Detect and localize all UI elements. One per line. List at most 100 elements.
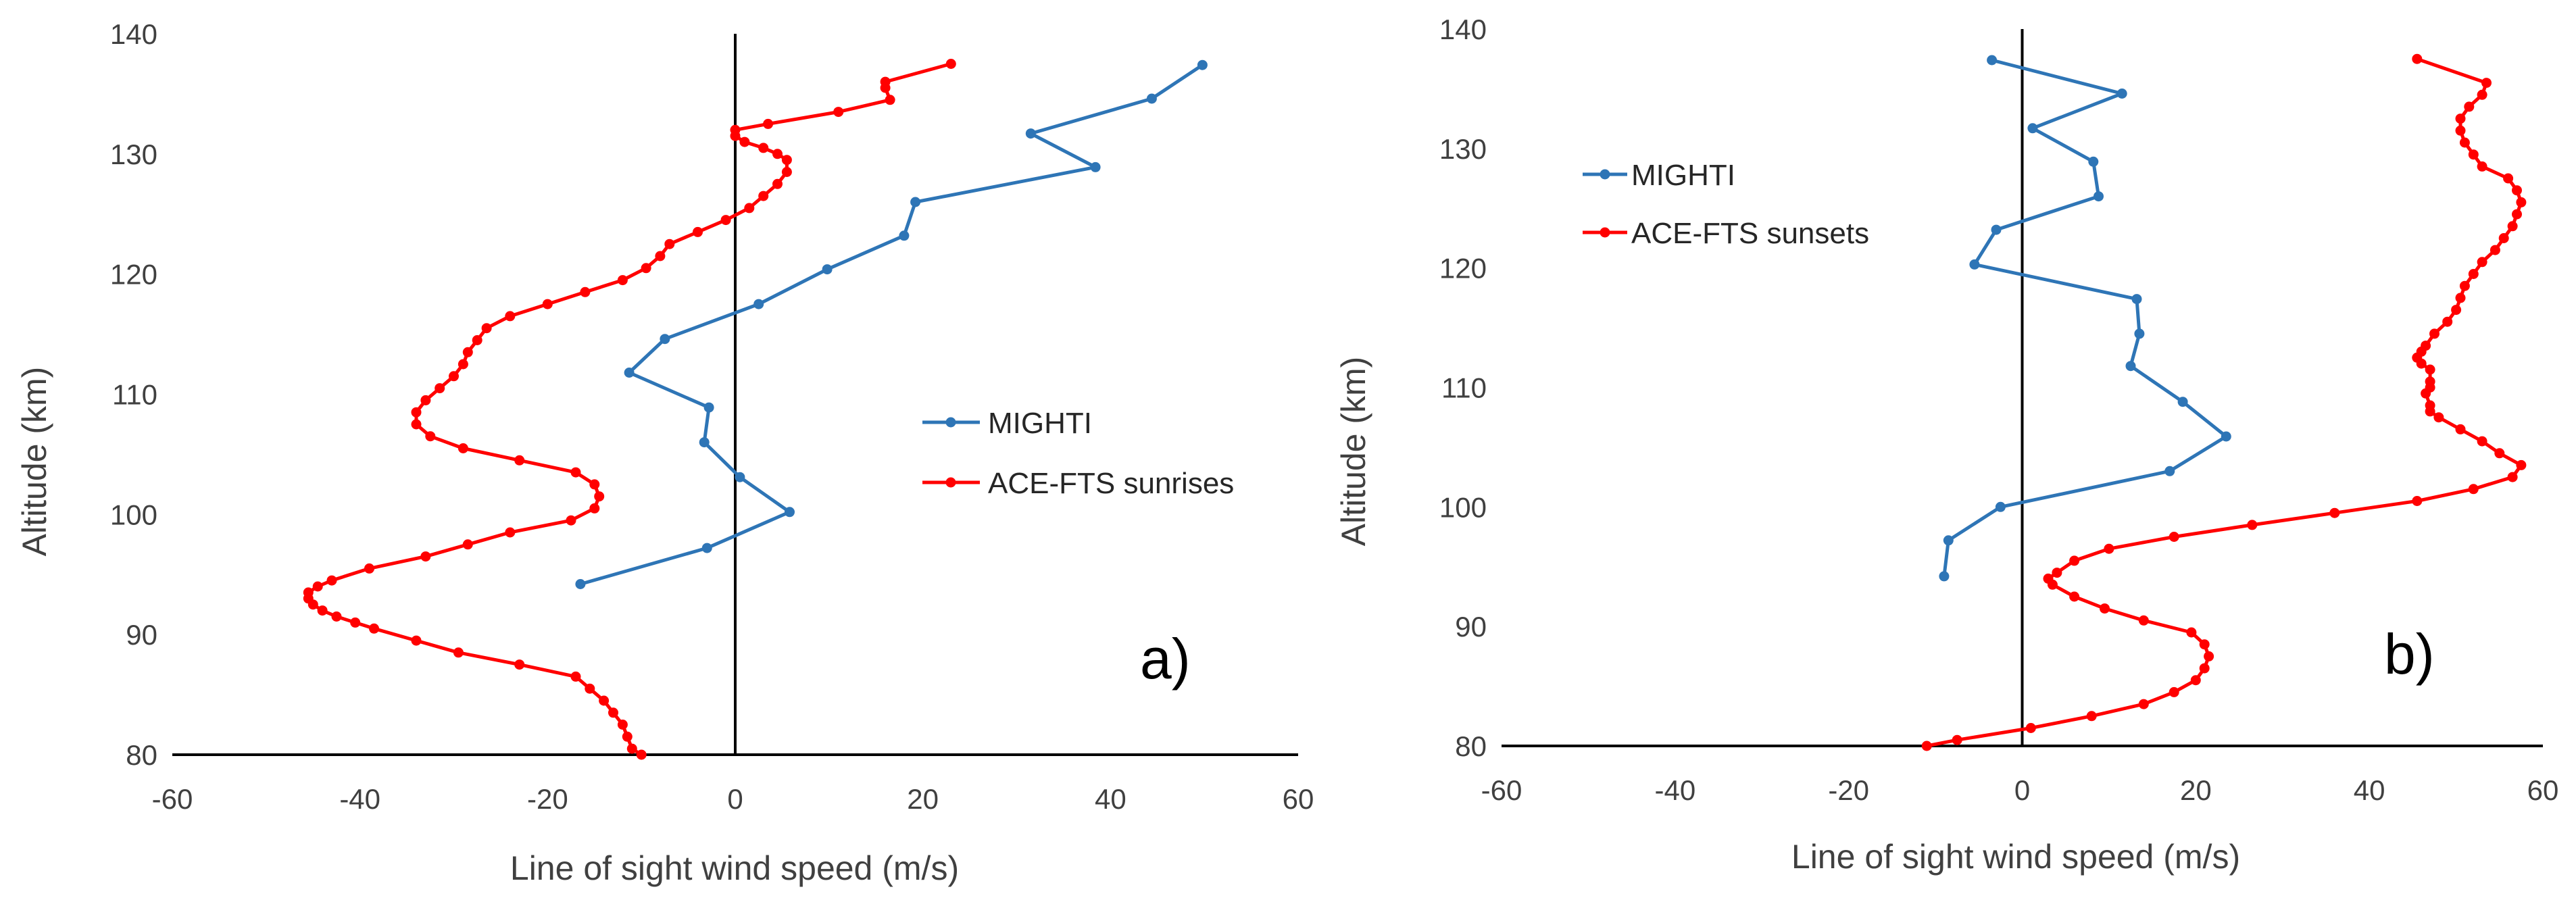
x-tick-label: 0	[2014, 774, 2030, 806]
data-point-ace-fts-sunsets	[2507, 221, 2518, 232]
data-point-ace-fts-sunsets	[2512, 209, 2522, 220]
data-point-ace-fts-sunrises	[589, 503, 600, 513]
x-tick-labels: -60 -40 -20 0 20 40 60	[152, 783, 1314, 815]
x-tick-labels: -60 -40 -20 0 20 40 60	[1481, 774, 2559, 806]
data-point-mighti	[1025, 128, 1036, 139]
data-point-ace-fts-sunrises	[781, 155, 792, 166]
data-point-mighti	[2134, 328, 2145, 339]
data-point-ace-fts-sunsets	[2104, 543, 2114, 554]
y-axis-title: Altitude (km)	[1335, 357, 1372, 547]
data-point-ace-fts-sunrises	[326, 575, 337, 586]
data-point-ace-fts-sunsets	[2481, 78, 2492, 89]
series-line-mighti	[1942, 58, 2228, 577]
y-tick-label: 100	[1439, 491, 1487, 523]
data-point-ace-fts-sunsets	[2451, 305, 2462, 316]
legend-ace-marker	[945, 477, 956, 488]
data-point-ace-fts-sunsets	[2329, 507, 2340, 518]
data-point-ace-fts-sunsets	[1952, 734, 1962, 745]
y-tick-labels: 80 90 100 110 120 130 140	[110, 18, 157, 771]
data-point-ace-fts-sunrises	[303, 587, 314, 598]
data-point-ace-fts-sunrises	[617, 275, 628, 286]
data-point-ace-fts-sunrises	[457, 359, 468, 370]
data-point-mighti	[699, 437, 710, 448]
data-point-ace-fts-sunsets	[2425, 376, 2435, 387]
data-point-ace-fts-sunsets	[1921, 741, 1932, 751]
x-tick-label: -40	[339, 783, 380, 815]
data-point-mighti	[2116, 89, 2127, 99]
data-point-ace-fts-sunsets	[2100, 603, 2110, 614]
y-tick-label: 100	[110, 499, 157, 530]
data-point-mighti	[2164, 466, 2175, 476]
data-point-mighti	[660, 334, 670, 345]
data-point-mighti	[1197, 59, 1208, 70]
data-point-ace-fts-sunrises	[505, 311, 516, 322]
x-tick-label: 0	[727, 783, 743, 815]
data-point-ace-fts-sunsets	[2186, 627, 2197, 638]
data-point-ace-fts-sunrises	[744, 203, 755, 214]
data-point-mighti	[1995, 501, 2006, 512]
y-tick-label: 90	[1455, 611, 1487, 643]
data-point-ace-fts-sunrises	[739, 136, 750, 147]
data-point-mighti	[1987, 55, 1998, 66]
data-point-ace-fts-sunsets	[2477, 436, 2487, 447]
data-point-ace-fts-sunsets	[2468, 269, 2479, 279]
data-point-ace-fts-sunrises	[411, 635, 422, 646]
y-tick-label: 130	[1439, 133, 1487, 165]
series-line-mighti	[580, 64, 1204, 586]
legend-ace-marker	[1600, 227, 1610, 238]
legend: MIGHTI ACE-FTS sunrises	[922, 407, 1234, 500]
legend-mighti-marker	[945, 417, 956, 428]
data-point-ace-fts-sunrises	[566, 515, 576, 526]
data-point-ace-fts-sunsets	[2455, 293, 2466, 303]
data-point-ace-fts-sunrises	[608, 707, 618, 718]
x-axis-title: Line of sight wind speed (m/s)	[510, 849, 959, 887]
x-tick-label: 60	[2527, 774, 2559, 806]
data-point-ace-fts-sunrises	[781, 167, 792, 177]
data-point-ace-fts-sunsets	[2412, 496, 2423, 506]
data-point-ace-fts-sunrises	[693, 226, 703, 237]
x-tick-label: 40	[2354, 774, 2385, 806]
data-point-ace-fts-sunrises	[420, 551, 431, 562]
data-point-ace-fts-sunrises	[585, 683, 595, 694]
data-point-ace-fts-sunrises	[317, 605, 328, 616]
data-point-ace-fts-sunrises	[420, 395, 431, 405]
data-point-ace-fts-sunsets	[2498, 233, 2509, 243]
data-point-mighti	[2027, 123, 2038, 134]
data-point-ace-fts-sunrises	[664, 239, 675, 249]
y-tick-label: 110	[112, 379, 157, 411]
series-group	[1921, 53, 2527, 751]
data-point-ace-fts-sunrises	[758, 191, 769, 201]
y-tick-labels: 80 90 100 110 120 130 140	[1439, 14, 1487, 762]
data-point-ace-fts-sunsets	[2455, 114, 2466, 124]
data-point-ace-fts-sunrises	[369, 623, 379, 634]
y-tick-label: 90	[126, 619, 157, 651]
x-tick-label: -60	[152, 783, 193, 815]
data-point-ace-fts-sunrises	[763, 118, 774, 129]
data-point-ace-fts-sunrises	[622, 731, 633, 742]
data-point-ace-fts-sunrises	[730, 124, 741, 135]
data-point-ace-fts-sunrises	[364, 563, 374, 574]
data-point-mighti	[910, 197, 921, 207]
series-group	[303, 59, 1208, 760]
data-point-ace-fts-sunsets	[2455, 424, 2466, 434]
data-point-ace-fts-sunrises	[772, 178, 783, 189]
y-tick-label: 130	[110, 139, 157, 170]
data-point-ace-fts-sunsets	[2429, 328, 2439, 339]
data-point-ace-fts-sunrises	[594, 491, 605, 502]
y-tick-label: 80	[126, 739, 157, 771]
data-point-mighti	[2088, 156, 2099, 167]
data-point-mighti	[1146, 93, 1157, 104]
data-point-mighti	[899, 230, 910, 241]
data-point-ace-fts-sunrises	[350, 617, 361, 628]
data-point-mighti	[703, 402, 714, 413]
data-point-ace-fts-sunrises	[626, 743, 637, 754]
data-point-ace-fts-sunrises	[505, 527, 516, 538]
data-point-ace-fts-sunsets	[2190, 675, 2201, 686]
y-tick-label: 110	[1441, 372, 1487, 404]
data-point-ace-fts-sunsets	[2069, 591, 2080, 602]
data-point-ace-fts-sunsets	[2086, 711, 2097, 722]
data-point-ace-fts-sunsets	[2459, 280, 2470, 291]
data-point-ace-fts-sunrises	[720, 215, 731, 226]
data-point-mighti	[753, 299, 764, 309]
data-point-ace-fts-sunsets	[2468, 149, 2479, 160]
